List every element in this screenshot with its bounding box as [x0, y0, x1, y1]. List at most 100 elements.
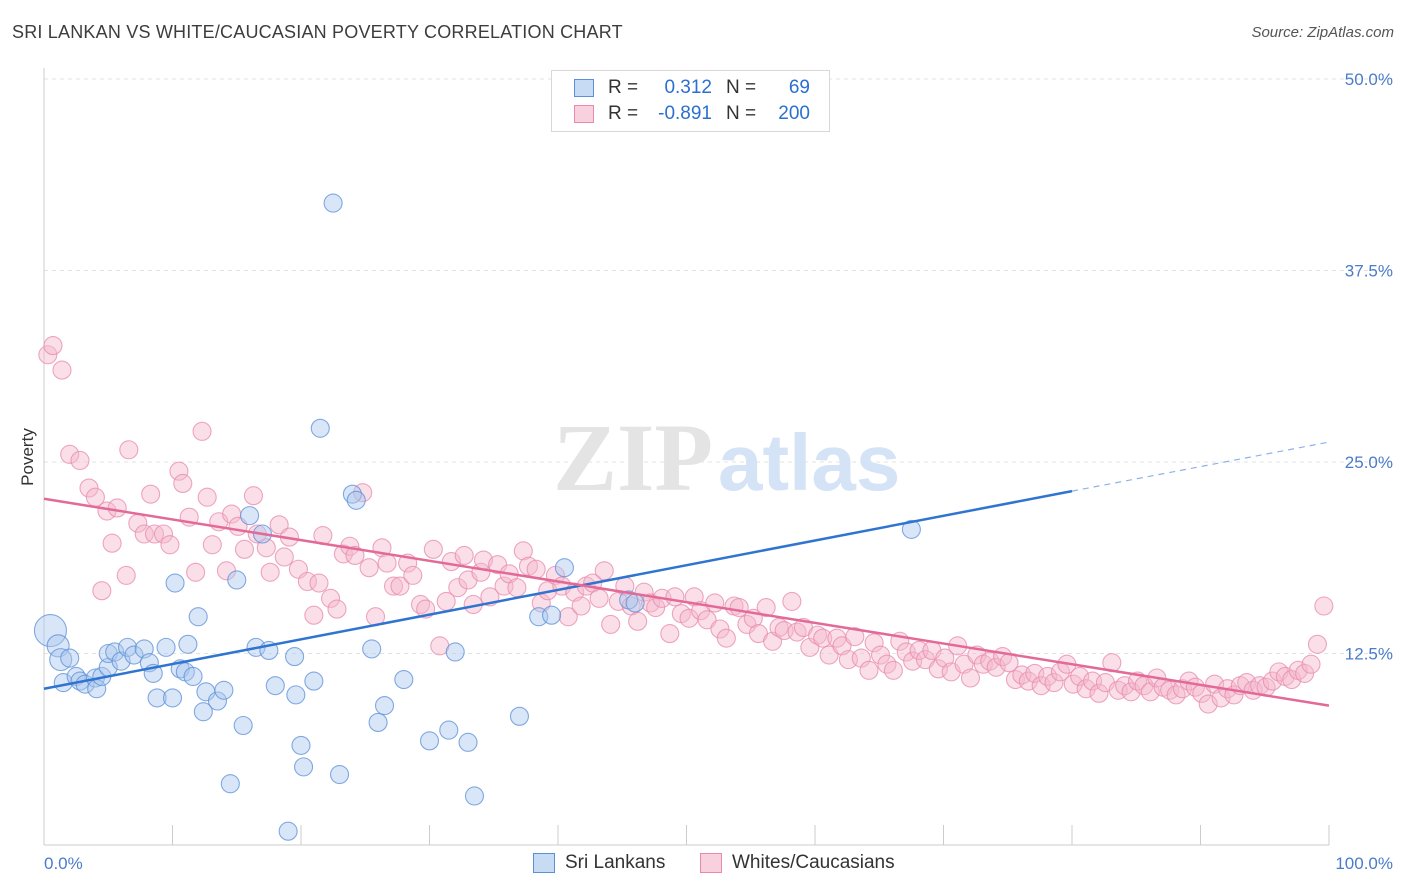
- legend-r-value: 0.312: [664, 77, 712, 98]
- axis-labels: 12.5% 25.0% 37.5% 50.0% 0.0% 100.0% Poverty: [18, 70, 1393, 873]
- trend-lines: [43, 441, 1330, 707]
- whites-caucasians-point: [1044, 673, 1064, 693]
- whites-caucasians-point: [813, 628, 833, 648]
- whites-caucasians-point: [269, 515, 289, 535]
- sri-lankans-point: [329, 764, 350, 785]
- whites-caucasians-point: [234, 539, 255, 559]
- sri-lankans-point: [464, 786, 485, 806]
- sri-lankans-point: [240, 506, 260, 526]
- whites-caucasians-point: [883, 660, 903, 680]
- whites-caucasians-point: [800, 637, 820, 657]
- legend-r-label: R =: [608, 103, 639, 124]
- legend-n-label: N =: [726, 103, 757, 124]
- whites-caucasians-point: [507, 578, 527, 598]
- legend-n-value: 69: [788, 77, 810, 98]
- sri-lankans-point: [346, 490, 366, 510]
- sri-lankans-point: [445, 642, 465, 662]
- whites-caucasians-point: [345, 545, 365, 566]
- sri-lankans-point: [323, 193, 343, 213]
- whites-caucasians-point: [243, 486, 264, 506]
- sri-lankans-trend-extension: [1071, 441, 1330, 492]
- sri-lankans-point: [901, 519, 921, 539]
- legend-n-value: 200: [778, 103, 810, 124]
- sri-lankans-point: [310, 418, 330, 438]
- sri-lankans-point: [117, 637, 138, 657]
- chart-title: SRI LANKAN VS WHITE/CAUCASIAN POVERTY CO…: [12, 22, 623, 42]
- whites-caucasians-point: [173, 473, 193, 493]
- legend-swatch-pink: [574, 105, 594, 123]
- sri-lankans-point: [33, 613, 67, 648]
- whites-caucasians-point: [628, 611, 648, 631]
- whites-caucasians-point: [518, 556, 538, 576]
- sri-lankans-point: [193, 702, 213, 722]
- whites-caucasians-point: [60, 444, 80, 464]
- whites-caucasians-point: [513, 541, 533, 561]
- whites-caucasians-point: [1018, 671, 1038, 691]
- sri-lankans-point: [165, 573, 185, 593]
- whites-caucasians-point: [102, 533, 122, 553]
- y-tick-label: 37.5%: [1345, 262, 1393, 281]
- whites-caucasians-point: [819, 645, 839, 665]
- sri-lankans-point: [291, 735, 311, 755]
- whites-caucasians-point: [197, 487, 217, 507]
- whites-caucasians-point: [1076, 679, 1096, 699]
- sri-lankans-point: [542, 605, 562, 625]
- x-tick-label: 0.0%: [44, 854, 83, 873]
- whites-caucasians-point: [526, 559, 546, 579]
- series-whites-caucasians: [38, 336, 1334, 714]
- watermark: ZIP atlas: [553, 404, 900, 511]
- whites-caucasians-point: [390, 576, 410, 596]
- whites-caucasians-point: [107, 498, 127, 518]
- whites-caucasians-point: [304, 605, 324, 625]
- whites-caucasians-point: [309, 573, 329, 593]
- legend-n-label: N =: [726, 77, 757, 98]
- sri-lankans-point: [162, 688, 183, 708]
- sri-lankans-point: [625, 593, 645, 613]
- whites-caucasians-trend-line: [43, 497, 1330, 707]
- whites-caucasians-point: [134, 524, 154, 544]
- sri-lankans-point: [183, 666, 203, 687]
- whites-caucasians-point: [160, 535, 180, 555]
- whites-caucasians-point: [558, 607, 578, 627]
- whites-caucasians-point: [52, 360, 72, 380]
- sri-lankans-point: [458, 732, 478, 752]
- series-legend-sri-lankans: Sri Lankans: [533, 852, 665, 874]
- sri-lankans-point: [207, 691, 228, 711]
- whites-caucasians-point: [589, 588, 609, 608]
- whites-caucasians-point: [359, 558, 379, 578]
- whites-caucasians-point: [960, 668, 981, 688]
- sri-lankans-point: [227, 570, 247, 590]
- sri-lankans-point: [419, 731, 440, 751]
- watermark-atlas: atlas: [718, 418, 900, 507]
- whites-caucasians-point: [327, 599, 347, 619]
- whites-caucasians-point: [274, 547, 294, 567]
- whites-caucasians-point: [769, 617, 789, 638]
- series-legend-label: Sri Lankans: [565, 852, 666, 873]
- whites-caucasians-point: [321, 588, 341, 608]
- sri-lankans-point: [368, 712, 388, 732]
- legend-row-whites-caucasians: R = -0.891 N = 200: [574, 103, 810, 125]
- whites-caucasians-point: [1307, 634, 1327, 654]
- y-tick-label: 12.5%: [1345, 645, 1393, 664]
- sri-lankans-point: [285, 647, 305, 667]
- whites-caucasians-point: [119, 440, 139, 460]
- x-tick-label: 100.0%: [1335, 854, 1393, 873]
- whites-caucasians-point: [353, 483, 373, 503]
- whites-caucasians-point: [153, 524, 174, 544]
- sri-lankans-point: [188, 607, 208, 627]
- whites-caucasians-point: [423, 539, 443, 559]
- series-legend-swatch-pink: [700, 853, 722, 873]
- whites-caucasians-point: [851, 648, 871, 668]
- y-tick-label: 50.0%: [1345, 70, 1393, 89]
- series-legend-label: Whites/Caucasians: [732, 852, 895, 873]
- whites-caucasians-point: [448, 578, 468, 598]
- whites-caucasians-point: [169, 461, 189, 481]
- whites-caucasians-point: [1314, 596, 1334, 616]
- whites-caucasians-point: [383, 576, 404, 596]
- sri-lankans-point: [374, 696, 395, 716]
- whites-caucasians-point: [756, 597, 776, 618]
- legend-r-value: -0.891: [658, 103, 712, 124]
- sri-lankans-point: [156, 637, 176, 657]
- watermark-zip: ZIP: [553, 404, 713, 511]
- series-legend-whites-caucasians: Whites/Caucasians: [700, 852, 895, 874]
